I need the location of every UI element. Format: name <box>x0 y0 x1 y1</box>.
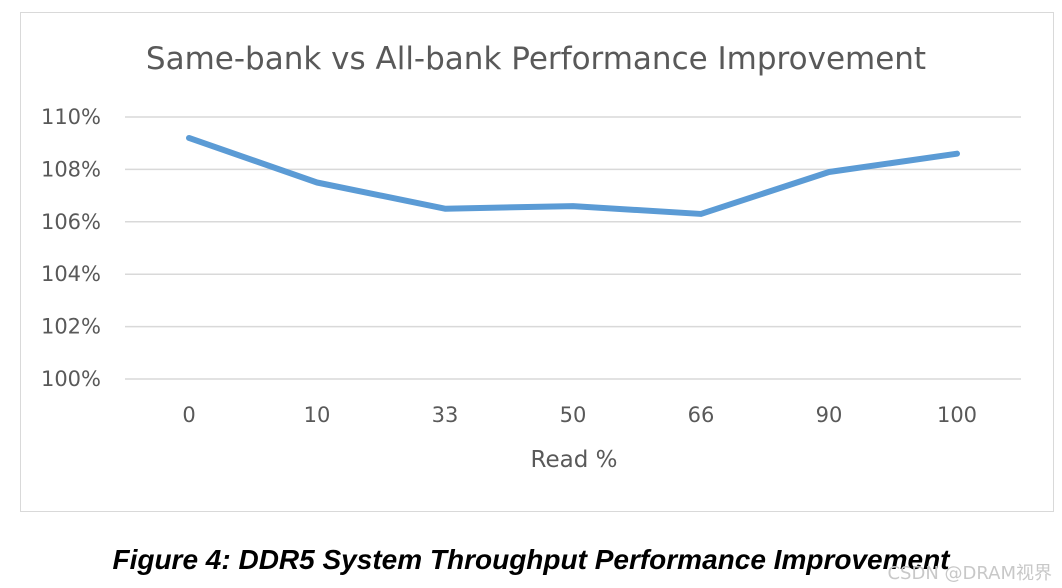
y-tick-label: 108% <box>41 157 101 181</box>
x-axis-title: Read % <box>531 447 618 473</box>
watermark: CSDN @DRAM视界 <box>887 563 1052 584</box>
series-lines <box>186 134 960 217</box>
x-tick-label: 33 <box>432 403 459 427</box>
series-line <box>186 134 960 217</box>
y-tick-label: 104% <box>41 262 101 286</box>
y-tick-label: 100% <box>41 367 101 391</box>
figure-caption: Figure 4: DDR5 System Throughput Perform… <box>112 544 950 575</box>
y-tick-label: 110% <box>41 105 101 129</box>
y-tick-label: 102% <box>41 315 101 339</box>
x-tick-label: 10 <box>304 403 331 427</box>
x-tick-label: 100 <box>937 403 977 427</box>
x-axis-tick-labels: 0 10 33 50 66 90 100 <box>182 403 977 427</box>
x-tick-label: 66 <box>688 403 715 427</box>
line-chart: Same-bank vs All-bank Performance Improv… <box>41 41 1021 473</box>
y-axis-tick-labels: 100% 102% 104% 106% 108% 110% <box>41 105 101 391</box>
y-tick-label: 106% <box>41 210 101 234</box>
chart-title: Same-bank vs All-bank Performance Improv… <box>146 41 926 77</box>
x-tick-label: 50 <box>560 403 587 427</box>
x-tick-label: 90 <box>816 403 843 427</box>
x-tick-label: 0 <box>182 403 195 427</box>
chart-area: Same-bank vs All-bank Performance Improv… <box>20 12 1054 512</box>
gridlines <box>125 116 1021 380</box>
